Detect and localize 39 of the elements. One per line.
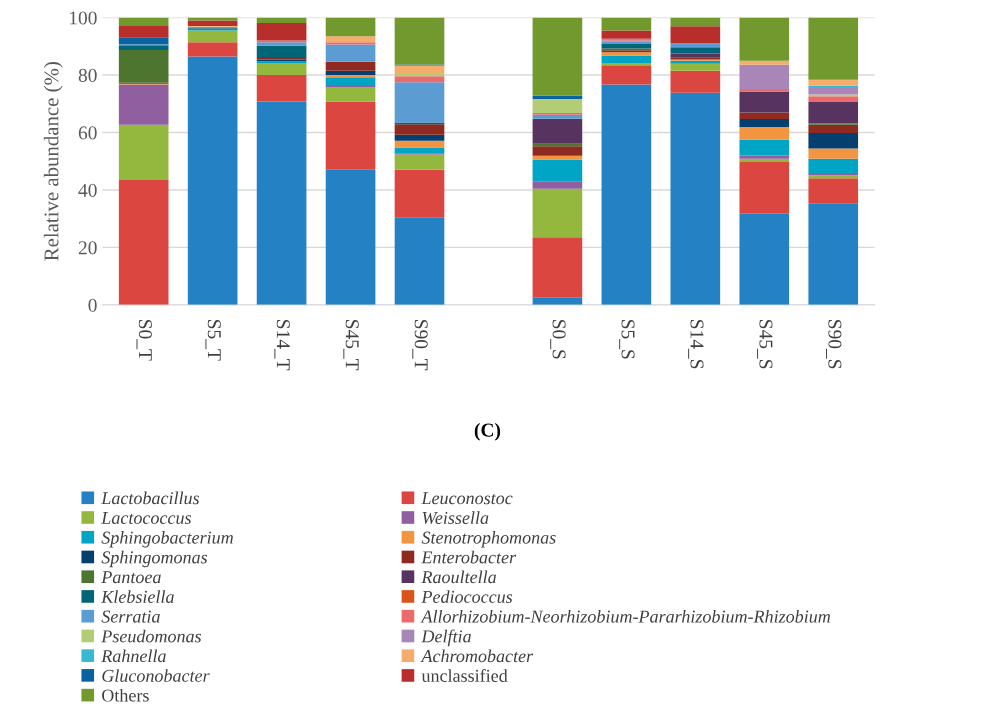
legend-label: Sphingomonas xyxy=(101,550,208,568)
x-tick-label: S45_S xyxy=(757,320,773,369)
legend-label: Stenotrophomonas xyxy=(421,531,556,548)
legend-label: Klebsiella xyxy=(101,590,174,603)
x-tick-label: S45_T xyxy=(343,320,359,371)
legend-label: Gluconobacter xyxy=(102,669,210,682)
legend-label: Enterobacter xyxy=(421,550,517,564)
legend-label: Others xyxy=(102,688,149,702)
y-tick-label: 80 xyxy=(78,68,97,82)
x-tick-label: S5_T xyxy=(205,320,221,361)
legend-label: Pantoea xyxy=(101,571,161,584)
legend-label: Sphingobacterium xyxy=(101,531,233,548)
x-tick-label: S90_T xyxy=(412,320,428,371)
x-tick-label: S5_S xyxy=(619,320,635,359)
legend-label: Pediococcus xyxy=(421,590,513,603)
x-tick-label: S90_S xyxy=(826,320,842,369)
x-tick-label: S0_S xyxy=(550,320,566,359)
legend-label: Leuconostoc xyxy=(421,492,513,505)
y-tick-label: 60 xyxy=(78,126,97,140)
x-tick-label: S14_T xyxy=(274,320,290,371)
y-tick-label: 20 xyxy=(78,241,97,255)
x-tick-label: S14_S xyxy=(688,320,704,369)
y-axis-title: Relative abundance (%) xyxy=(43,62,63,261)
legend-label: Lactobacillus xyxy=(101,491,200,505)
y-tick-label: 0 xyxy=(88,298,97,312)
y-tick-label: 40 xyxy=(78,183,97,197)
legend-label: Pseudomonas xyxy=(101,629,202,643)
legend-label: unclassified xyxy=(421,669,508,682)
y-tick-label: 100 xyxy=(69,11,97,25)
legend-label: Serratia xyxy=(101,610,160,623)
legend-label: Allorhizobium-Neorhizobium-Pararhizobium-Rhizobium xyxy=(420,609,831,623)
legend-label: Weissella xyxy=(422,511,489,525)
legend-label: Lactococcus xyxy=(101,512,192,525)
legend-label: Delftia xyxy=(421,629,471,647)
legend-label: Raoultella xyxy=(421,570,497,584)
text: (C) xyxy=(474,422,501,441)
x-tick-label: S0_T xyxy=(136,320,152,361)
legend-label: Rahnella xyxy=(101,649,166,663)
legend-label: Achromobacter xyxy=(420,649,534,663)
